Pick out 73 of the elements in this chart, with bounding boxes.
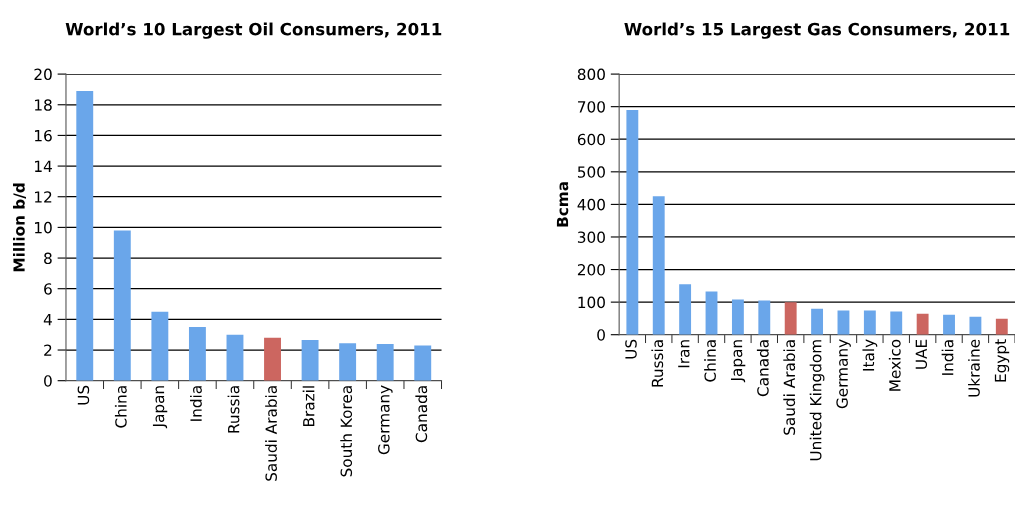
bar [414,345,432,381]
x-tick-label: Russia [651,340,664,387]
y-tick-label: 8 [44,252,52,265]
y-tick-label: 800 [577,68,605,81]
y-tick-label: 0 [44,375,52,387]
x-tick-label: Japan [730,340,746,383]
bar [626,109,639,335]
y-tick-label: 300 [577,231,605,243]
x-tick-label: Brazil [302,386,315,426]
x-tick-label: Canada [756,340,769,397]
x-tick-label: India [941,340,954,375]
y-axis-title: Bcma [556,182,569,227]
x-tick-label: China [704,340,716,382]
chart-title: World’s 15 Largest Gas Consumers, 2011 [624,22,1010,39]
x-tick-label: Canada [415,386,428,443]
bar [890,311,903,335]
chart-title: World’s 10 Largest Oil Consumers, 2011 [65,22,442,39]
y-tick-label: 200 [577,264,605,276]
x-tick-label: United Kingdom [809,340,825,461]
y-tick-label: 14 [35,160,52,172]
x-tick-label: China [114,386,127,428]
bar [76,90,94,381]
x-tick-label: Italy [862,339,878,371]
y-tick-label: 700 [578,101,605,113]
y-tick-label: 400 [577,198,605,211]
y-tick-label: 20 [34,68,52,81]
x-tick-label: India [190,386,202,421]
y-tick-label: 600 [577,133,605,146]
x-tick-label: Japan [152,386,168,429]
x-tick-label: Saudi Arabia [783,340,796,435]
bar [376,343,394,381]
bar [943,314,955,335]
bar [784,302,797,335]
bar [731,299,744,335]
bar [151,311,169,381]
x-tick-label: Ukraine [968,339,980,397]
y-axis-title: Million b/d [13,183,27,272]
x-tick-label: Egypt [994,339,1010,382]
y-tick-label: 18 [35,99,52,111]
x-tick-label: Iran [678,340,690,368]
x-tick-label: US [77,385,90,405]
bar [995,318,1008,335]
bar [705,291,718,335]
bar [679,284,692,335]
y-tick-label: 0 [597,329,605,341]
bar [264,337,281,381]
x-tick-label: Germany [836,339,851,409]
y-tick-label: 4 [43,314,52,326]
x-tick-label: UAE [915,339,928,369]
x-tick-label: US [625,339,637,359]
y-tick-label: 12 [35,191,52,203]
bar [758,300,771,335]
y-tick-label: 10 [35,221,52,234]
x-tick-label: South Korea [340,386,353,477]
x-tick-label: Saudi Arabia [265,386,277,481]
y-tick-label: 500 [577,166,605,178]
y-tick-label: 16 [35,129,52,142]
x-tick-label: Mexico [888,339,901,391]
y-tick-label: 6 [44,283,52,295]
bar [863,310,876,335]
bar [811,308,824,335]
bar [301,340,319,381]
bar [969,316,982,335]
bar [113,230,131,381]
bar [652,196,665,335]
bar [916,313,929,335]
bar [226,334,244,381]
bar [188,327,206,381]
x-tick-label: Russia [227,386,240,433]
bar [339,343,357,381]
x-tick-label: Germany [378,385,393,455]
y-tick-label: 2 [44,344,52,356]
y-tick-label: 100 [578,296,605,309]
